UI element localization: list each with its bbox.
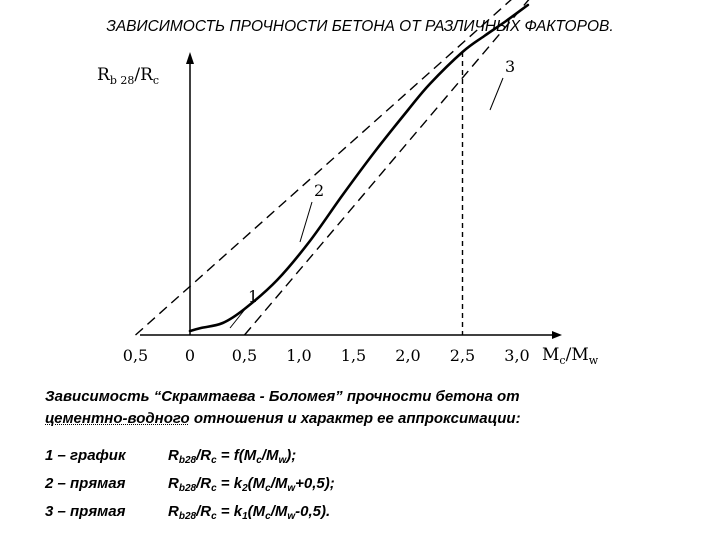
legend-label: 1 – график <box>45 447 126 464</box>
x-tick-label: 2,5 <box>450 346 475 365</box>
chart: 1 2 3 0,5 0 0,5 1,0 1,5 2,0 2,5 3,0 Rb 28/Rc Mc/M… <box>97 0 599 367</box>
x-tick-label: 2,0 <box>395 346 420 365</box>
axis-labels: Rb 28/Rc Mc/Mw <box>97 65 599 367</box>
series-3-label: 3 <box>505 57 515 76</box>
caption-underlined-term: цементно-водного <box>45 410 190 427</box>
y-axis-label: Rb 28/Rc <box>97 65 159 87</box>
legend-row-1: 1 – график Rb28/Rc = f(Mc/Mw); <box>45 444 335 472</box>
legend: 1 – график Rb28/Rc = f(Mc/Mw); 2 – пряма… <box>45 444 335 528</box>
legend-row-2: 2 – прямая Rb28/Rc = k2(Mc/Mw+0,5); <box>45 472 335 500</box>
series-1-curve <box>188 3 530 333</box>
legend-formula: Rb28/Rc = f(Mc/Mw); <box>168 447 297 466</box>
x-axis-arrow <box>552 331 562 339</box>
series-3-leader <box>489 77 504 111</box>
x-axis-label: Mc/Mw <box>542 345 599 367</box>
legend-formula: Rb28/Rc = k1(Mc/Mw-0,5). <box>168 503 331 522</box>
caption-line-2-rest: отношения и характер ее аппроксимации: <box>189 410 521 427</box>
series-layer: 1 2 3 <box>135 0 530 336</box>
caption-line-1: Зависимость “Скрамтаева - Боломея” прочн… <box>45 388 520 405</box>
x-tick-label: 1,0 <box>286 346 311 365</box>
x-tick-label: 1,5 <box>341 346 366 365</box>
x-tick-label: 0,5 <box>123 346 148 365</box>
caption: Зависимость “Скрамтаева - Боломея” прочн… <box>45 386 695 430</box>
axes <box>140 52 562 339</box>
series-2-label: 2 <box>314 181 324 200</box>
series-1-leader <box>229 307 247 329</box>
x-tick-label: 3,0 <box>504 346 529 365</box>
x-tick-label: 0 <box>185 346 195 365</box>
x-tick-label: 0,5 <box>232 346 257 365</box>
series-3-line <box>243 0 530 336</box>
legend-row-3: 3 – прямая Rb28/Rc = k1(Mc/Mw-0,5). <box>45 500 335 528</box>
series-2-leader <box>299 201 313 243</box>
legend-label: 2 – прямая <box>45 475 126 492</box>
series-2-line <box>135 0 512 336</box>
y-axis-arrow <box>186 52 194 64</box>
x-tick-labels: 0,5 0 0,5 1,0 1,5 2,0 2,5 3,0 <box>123 346 530 365</box>
series-1-label: 1 <box>248 287 258 306</box>
caption-line-2: цементно-водного отношения и характер ее… <box>45 408 695 430</box>
legend-formula: Rb28/Rc = k2(Mc/Mw+0,5); <box>168 475 335 494</box>
legend-label: 3 – прямая <box>45 503 126 520</box>
